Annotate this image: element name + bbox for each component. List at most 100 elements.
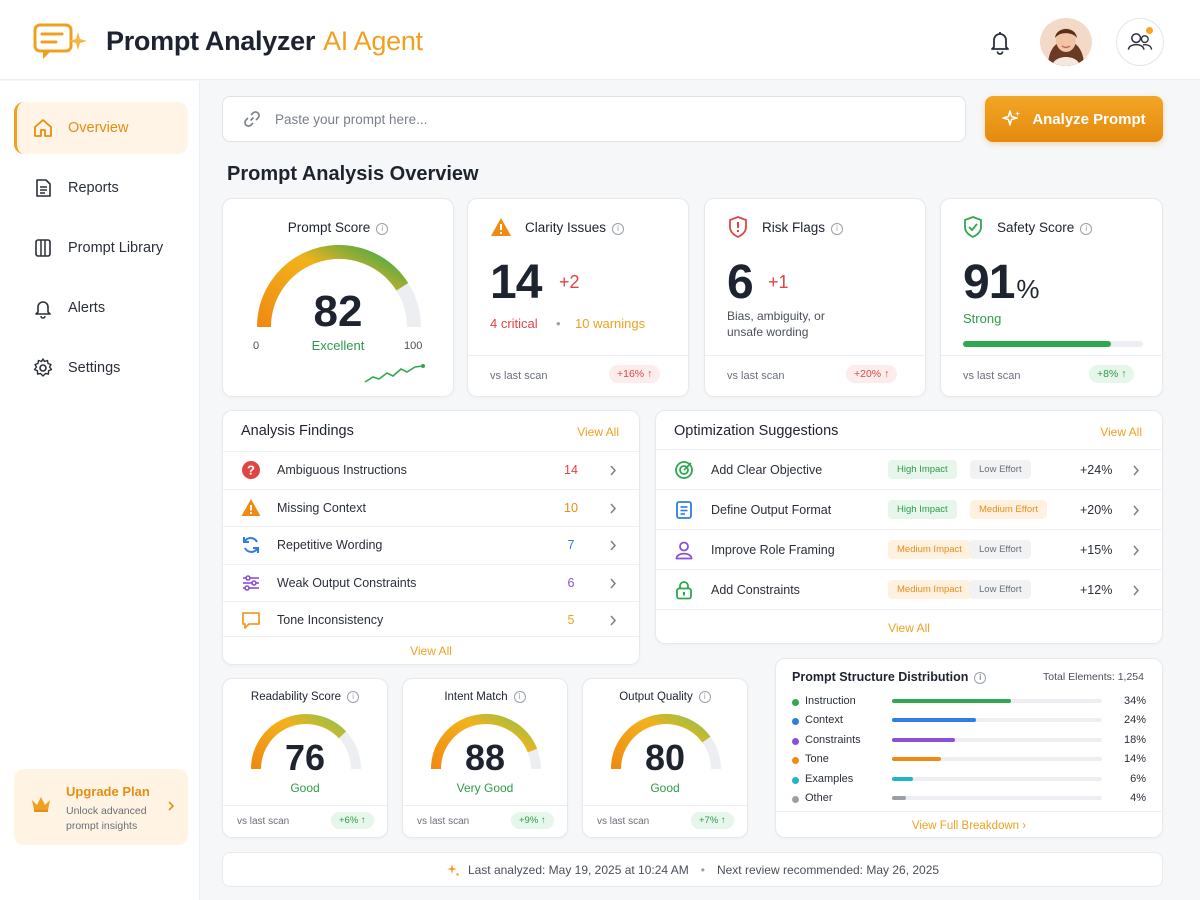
crown-icon	[32, 797, 50, 812]
users-icon	[1127, 33, 1153, 50]
info-icon[interactable]: i	[831, 223, 844, 235]
structure-bar-track	[892, 757, 1102, 762]
info-icon[interactable]: i	[612, 223, 625, 235]
structure-bar-fill	[892, 737, 955, 742]
improvement-percent: +24%	[1080, 463, 1113, 477]
structure-label: Tone	[805, 753, 829, 766]
finding-row[interactable]: Missing Context 10	[223, 488, 639, 526]
warning-triangle-icon	[241, 498, 261, 516]
analyze-button-label: Analyze Prompt	[1032, 110, 1146, 128]
chevron-right-icon	[609, 465, 617, 476]
info-icon[interactable]: i	[347, 691, 360, 703]
score-value: 76	[284, 737, 326, 778]
warning-triangle-icon	[491, 218, 511, 236]
sidebar-item-reports[interactable]: Reports	[14, 162, 188, 214]
upgrade-plan-card[interactable]: Upgrade Plan Unlock advanced prompt insi…	[14, 769, 188, 845]
clarity-delta: +2	[559, 272, 580, 292]
impact-badge: Medium Impact	[888, 540, 971, 559]
user-avatar[interactable]	[1040, 18, 1092, 66]
effort-badge: Low Effort	[970, 540, 1031, 559]
analyze-prompt-button[interactable]: Analyze Prompt	[985, 96, 1163, 142]
chevron-right-icon	[168, 801, 175, 811]
sliders-icon	[243, 574, 259, 591]
info-icon[interactable]: i	[376, 223, 389, 235]
clarity-count: 14	[490, 256, 542, 309]
impact-badge: High Impact	[888, 460, 957, 479]
finding-label: Tone Inconsistency	[277, 613, 384, 627]
structure-label: Other	[805, 792, 833, 804]
change-badge: +20% ↑	[846, 365, 898, 383]
structure-row: Constraints 18%	[792, 733, 1146, 753]
structure-label: Examples	[805, 772, 854, 785]
legend-dot	[792, 776, 799, 784]
suggestion-label: Add Constraints	[711, 583, 800, 597]
link-icon	[244, 111, 260, 127]
card-title: Safety Score	[997, 220, 1075, 235]
upgrade-description: Unlock advanced prompt insights	[66, 805, 147, 832]
info-icon[interactable]: i	[513, 691, 526, 703]
sidebar-item-overview[interactable]: Overview	[14, 102, 188, 154]
prompt-input[interactable]	[275, 111, 915, 127]
finding-row[interactable]: Repetitive Wording 7	[223, 526, 639, 563]
comparison-label: vs last scan	[417, 816, 470, 827]
view-all-link[interactable]: View All	[410, 644, 452, 658]
change-badge: +9% ↑	[511, 812, 554, 829]
score-gauge	[251, 714, 361, 770]
improvement-percent: +20%	[1080, 503, 1113, 517]
info-icon[interactable]: i	[974, 672, 987, 684]
view-all-link[interactable]: View All	[888, 621, 930, 635]
suggestion-row[interactable]: Define Output Format High Impact Medium Ef…	[656, 489, 1162, 529]
comparison-label: vs last scan	[597, 816, 650, 827]
structure-label: Instruction	[805, 695, 856, 707]
finding-label: Ambiguous Instructions	[277, 463, 407, 477]
finding-count: 6	[567, 575, 575, 590]
change-badge: +8% ↑	[1089, 365, 1135, 383]
structure-percent: 6%	[1130, 772, 1146, 785]
finding-row[interactable]: Tone Inconsistency 5	[223, 601, 639, 638]
sidebar-item-label: Alerts	[68, 300, 106, 316]
view-all-link[interactable]: View All	[577, 425, 619, 439]
team-button[interactable]	[1116, 18, 1164, 66]
finding-row[interactable]: ? Ambiguous Instructions 14	[223, 451, 639, 488]
chevron-right-icon	[1132, 545, 1140, 556]
comparison-label: vs last scan	[727, 370, 785, 382]
legend-dot	[792, 699, 799, 706]
card-title: Clarity Issues	[525, 220, 607, 235]
sidebar-item-settings[interactable]: Settings	[14, 342, 188, 394]
format-icon	[676, 501, 692, 519]
score-value: 88	[464, 737, 506, 778]
info-icon[interactable]: i	[698, 691, 711, 703]
impact-badge: Medium Impact	[888, 580, 971, 599]
structure-row: Context 24%	[792, 713, 1146, 733]
score-label: Good	[290, 781, 320, 795]
structure-percent: 24%	[1123, 714, 1146, 727]
sidebar-item-prompt-library[interactable]: Prompt Library	[14, 222, 188, 274]
card-title: Prompt Structure Distribution	[792, 670, 969, 684]
legend-dot	[792, 718, 799, 726]
top-header: Prompt Analyzer AI Agent	[0, 0, 1200, 80]
view-all-link[interactable]: View All	[1100, 425, 1142, 439]
suggestion-row[interactable]: Improve Role Framing Medium Impact Low Eff…	[656, 529, 1162, 569]
card-title: Output Quality	[619, 691, 693, 703]
info-icon[interactable]: i	[1080, 223, 1093, 235]
view-full-breakdown-link[interactable]: View Full Breakdown ›	[911, 820, 1027, 832]
suggestion-row[interactable]: Add Clear Objective High Impact Low Effort…	[656, 449, 1162, 489]
app-title: Prompt Analyzer AI Agent	[106, 26, 423, 56]
status-dot	[1145, 26, 1154, 35]
chevron-right-icon	[1132, 585, 1140, 596]
home-icon	[34, 119, 52, 137]
finding-count: 5	[567, 613, 575, 627]
structure-bar-track	[892, 718, 1102, 723]
prompt-score-label: Excellent	[311, 338, 365, 353]
finding-row[interactable]: Weak Output Constraints 6	[223, 563, 639, 601]
effort-badge: Low Effort	[970, 580, 1031, 599]
suggestion-row[interactable]: Add Constraints Medium Impact Low Effort +1…	[656, 569, 1162, 609]
score-label: Very Good	[456, 781, 514, 795]
sidebar-item-alerts[interactable]: Alerts	[14, 282, 188, 334]
structure-bar-track	[892, 699, 1102, 703]
safety-progress-track	[963, 341, 1143, 347]
structure-bar-fill	[892, 718, 976, 723]
structure-row: Instruction 34%	[792, 694, 1146, 714]
notification-bell-icon[interactable]	[986, 28, 1014, 56]
sparkle-icon	[446, 863, 459, 876]
